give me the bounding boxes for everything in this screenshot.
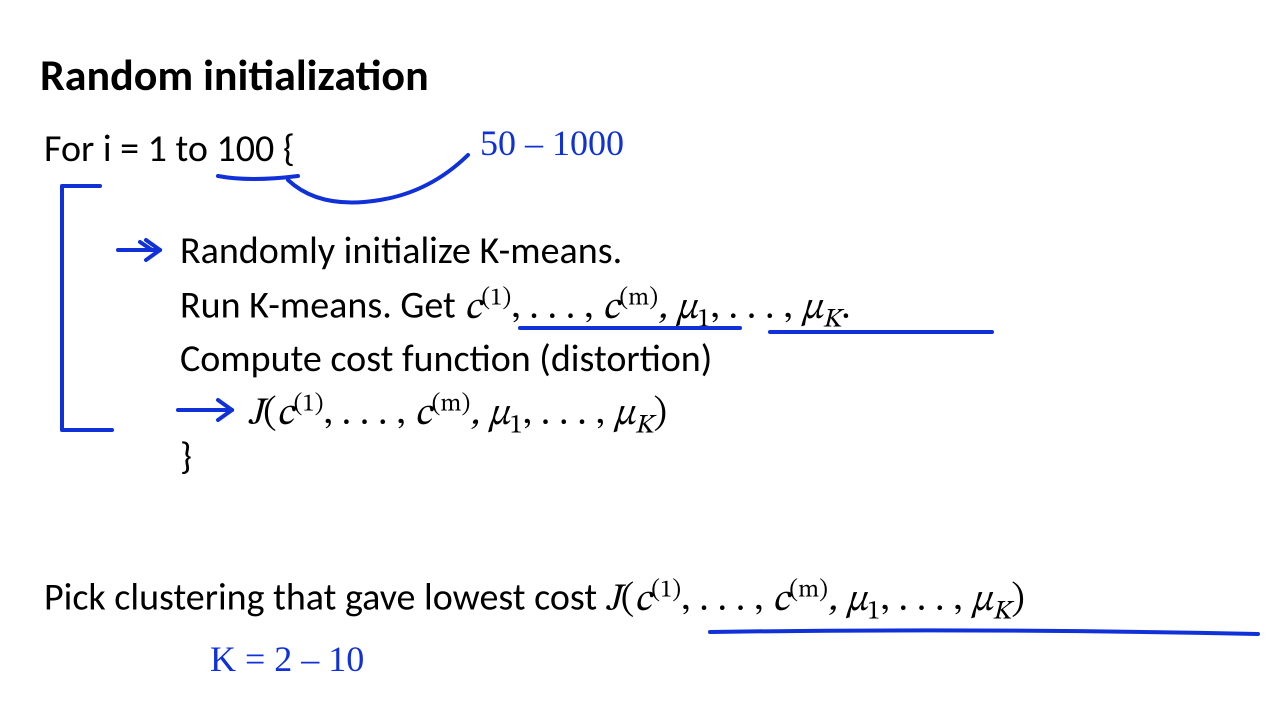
underline-100 — [218, 176, 298, 179]
annotations-layer — [0, 0, 1288, 708]
loop-bracket — [62, 186, 112, 430]
slide-page: { "colors": { "text": "#000000", "annota… — [0, 0, 1288, 708]
swoosh-to-range — [288, 155, 468, 203]
underline-pick-cost — [710, 630, 1258, 634]
